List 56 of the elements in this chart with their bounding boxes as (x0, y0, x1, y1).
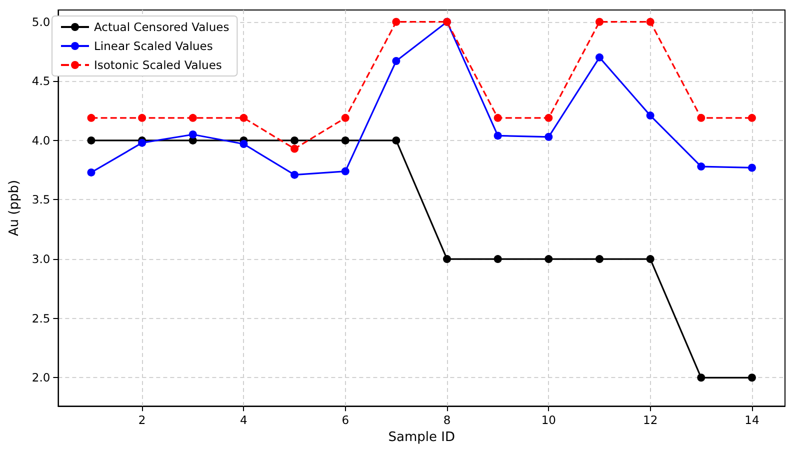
x-tick-label: 2 (138, 413, 146, 428)
point (341, 114, 350, 122)
legend-label: Linear Scaled Values (94, 39, 213, 53)
point (697, 114, 706, 122)
point (87, 114, 96, 122)
point (341, 136, 350, 144)
point (138, 114, 146, 122)
y-tick-label: 4.5 (32, 74, 50, 88)
point (290, 136, 299, 144)
point (544, 132, 553, 141)
y-tick-label: 3.5 (32, 192, 50, 207)
y-axis-title: Au (ppb) (7, 180, 22, 236)
legend-label: Actual Censored Values (94, 20, 230, 34)
x-tick-label: 4 (240, 413, 248, 428)
y-tick-label: 4.0 (32, 133, 50, 148)
x-tick-label: 10 (541, 413, 556, 428)
point (595, 18, 604, 26)
point (646, 255, 654, 264)
x-tick-label: 14 (744, 413, 760, 428)
point (188, 130, 197, 139)
point (240, 114, 248, 122)
point (188, 114, 197, 122)
point (595, 53, 604, 62)
point (748, 374, 756, 382)
y-tick-label: 5.0 (32, 14, 50, 29)
x-tick-label: 6 (342, 413, 350, 428)
point (646, 112, 654, 120)
point (87, 168, 96, 176)
point (290, 144, 299, 153)
x-tick-label: 8 (443, 413, 451, 428)
point (290, 170, 299, 179)
point (748, 164, 756, 172)
point (697, 374, 706, 382)
point (494, 114, 502, 122)
point (595, 255, 604, 264)
point (392, 56, 400, 65)
point (87, 136, 96, 144)
legend-label: Isotonic Scaled Values (94, 58, 222, 72)
point (748, 114, 756, 122)
x-tick-label: 12 (642, 413, 658, 428)
y-tick-label: 2.5 (32, 311, 50, 326)
point (646, 18, 654, 26)
point (341, 167, 350, 176)
point (138, 138, 146, 147)
point (494, 255, 502, 264)
point (697, 162, 706, 171)
y-tick-label: 2.0 (32, 370, 50, 385)
point (240, 140, 248, 148)
point (443, 255, 452, 264)
x-axis-title: Sample ID (388, 430, 455, 445)
point (392, 136, 400, 144)
y-tick-label: 3.0 (32, 252, 50, 266)
point (544, 114, 553, 122)
point (392, 18, 400, 26)
point (544, 255, 553, 264)
point (494, 132, 502, 140)
